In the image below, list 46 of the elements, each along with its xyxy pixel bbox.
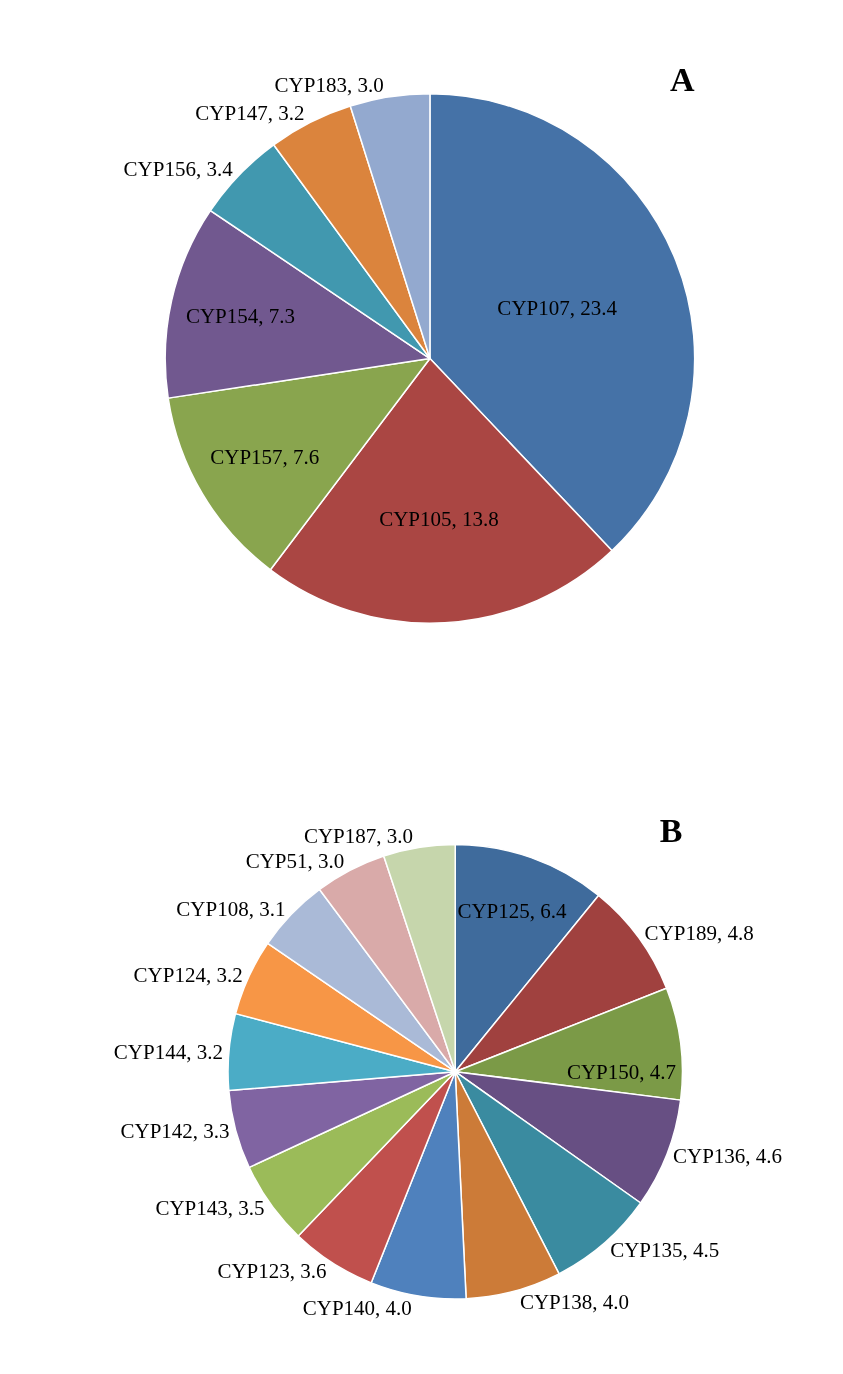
slice-label: CYP187 xyxy=(303,823,377,848)
data-label: , 3.2 xyxy=(267,100,305,125)
slice-label: CYP51 xyxy=(245,848,308,873)
data-label: , 3.0 xyxy=(307,848,345,873)
data-label: , 4.7 xyxy=(639,1059,677,1084)
slice-label: CYP108 xyxy=(176,896,249,921)
slice-label: CYP105 xyxy=(379,507,452,532)
chart-title: A xyxy=(669,60,695,98)
data-label: , 4.8 xyxy=(716,921,754,946)
data-label: , 3.5 xyxy=(227,1196,265,1221)
slice-label: CYP189 xyxy=(644,921,717,946)
slice-label: CYP140 xyxy=(302,1295,376,1320)
slice-label: CYP124 xyxy=(133,963,207,988)
slice-label: CYP143 xyxy=(155,1196,228,1221)
slice-label: CYP135 xyxy=(610,1238,683,1263)
slice-label: CYP142 xyxy=(120,1118,193,1143)
data-label: , 7.6 xyxy=(282,444,320,469)
data-label: , 3.1 xyxy=(248,896,286,921)
slice-label: CYP107 xyxy=(497,295,570,320)
data-label: , 4.6 xyxy=(745,1143,783,1168)
data-label: , 3.3 xyxy=(192,1118,230,1143)
slice-label: CYP138 xyxy=(519,1290,593,1315)
data-label: , 13.8 xyxy=(451,507,499,532)
data-label: , 3.0 xyxy=(376,823,414,848)
data-label: , 3.2 xyxy=(186,1039,223,1064)
slice-label: CYP157 xyxy=(210,444,283,469)
data-label: , 4.5 xyxy=(682,1238,720,1263)
data-label: , 6.4 xyxy=(529,899,568,924)
data-label: , 23.4 xyxy=(569,295,618,320)
data-label: , 7.3 xyxy=(258,303,296,328)
slice-label: CYP156 xyxy=(123,157,196,182)
slice-label: CYP150 xyxy=(566,1059,640,1084)
slice-label: CYP183 xyxy=(274,73,347,98)
data-label: , 3.6 xyxy=(289,1259,327,1284)
data-label: , 4.0 xyxy=(375,1295,412,1320)
slice-label: CYP144 xyxy=(113,1039,187,1064)
slice-label: CYP123 xyxy=(217,1259,290,1284)
slice-label: CYP147 xyxy=(195,100,268,125)
data-label: , 4.0 xyxy=(592,1290,630,1315)
data-label: , 3.4 xyxy=(195,157,234,182)
slice-label: CYP154 xyxy=(185,303,259,328)
data-label: , 3.2 xyxy=(205,963,243,988)
slice-label: CYP125 xyxy=(457,899,530,924)
slice-label: CYP136 xyxy=(672,1143,746,1168)
data-label: , 3.0 xyxy=(346,73,384,98)
chart-title: B xyxy=(659,811,683,849)
